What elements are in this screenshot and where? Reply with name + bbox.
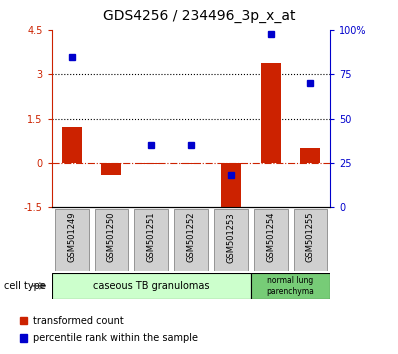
Text: GSM501251: GSM501251 bbox=[147, 212, 156, 262]
Bar bbox=[20, 317, 27, 324]
Bar bbox=[293, 209, 327, 271]
Bar bbox=[214, 209, 248, 271]
Bar bbox=[101, 163, 121, 175]
Text: percentile rank within the sample: percentile rank within the sample bbox=[33, 333, 198, 343]
Text: GSM501253: GSM501253 bbox=[226, 212, 235, 263]
Bar bbox=[62, 127, 82, 163]
Bar bbox=[300, 148, 320, 163]
Bar bbox=[174, 209, 208, 271]
Text: caseous TB granulomas: caseous TB granulomas bbox=[93, 281, 209, 291]
Text: GSM501249: GSM501249 bbox=[67, 212, 76, 262]
Text: GSM501255: GSM501255 bbox=[306, 212, 315, 262]
Bar bbox=[134, 209, 168, 271]
Text: GSM501254: GSM501254 bbox=[266, 212, 275, 262]
Bar bbox=[254, 209, 287, 271]
Bar bbox=[52, 273, 251, 299]
Bar bbox=[221, 163, 241, 210]
Bar bbox=[261, 63, 281, 163]
Text: cell type: cell type bbox=[4, 281, 46, 291]
Text: transformed count: transformed count bbox=[33, 316, 124, 326]
Bar bbox=[20, 335, 27, 342]
Bar bbox=[181, 163, 201, 164]
Text: GDS4256 / 234496_3p_x_at: GDS4256 / 234496_3p_x_at bbox=[103, 9, 295, 23]
Bar bbox=[141, 163, 161, 164]
Text: GSM501252: GSM501252 bbox=[187, 212, 195, 262]
Bar bbox=[251, 273, 330, 299]
Text: GSM501250: GSM501250 bbox=[107, 212, 116, 262]
Text: normal lung
parenchyma: normal lung parenchyma bbox=[267, 276, 314, 296]
Bar bbox=[95, 209, 128, 271]
Bar bbox=[55, 209, 89, 271]
